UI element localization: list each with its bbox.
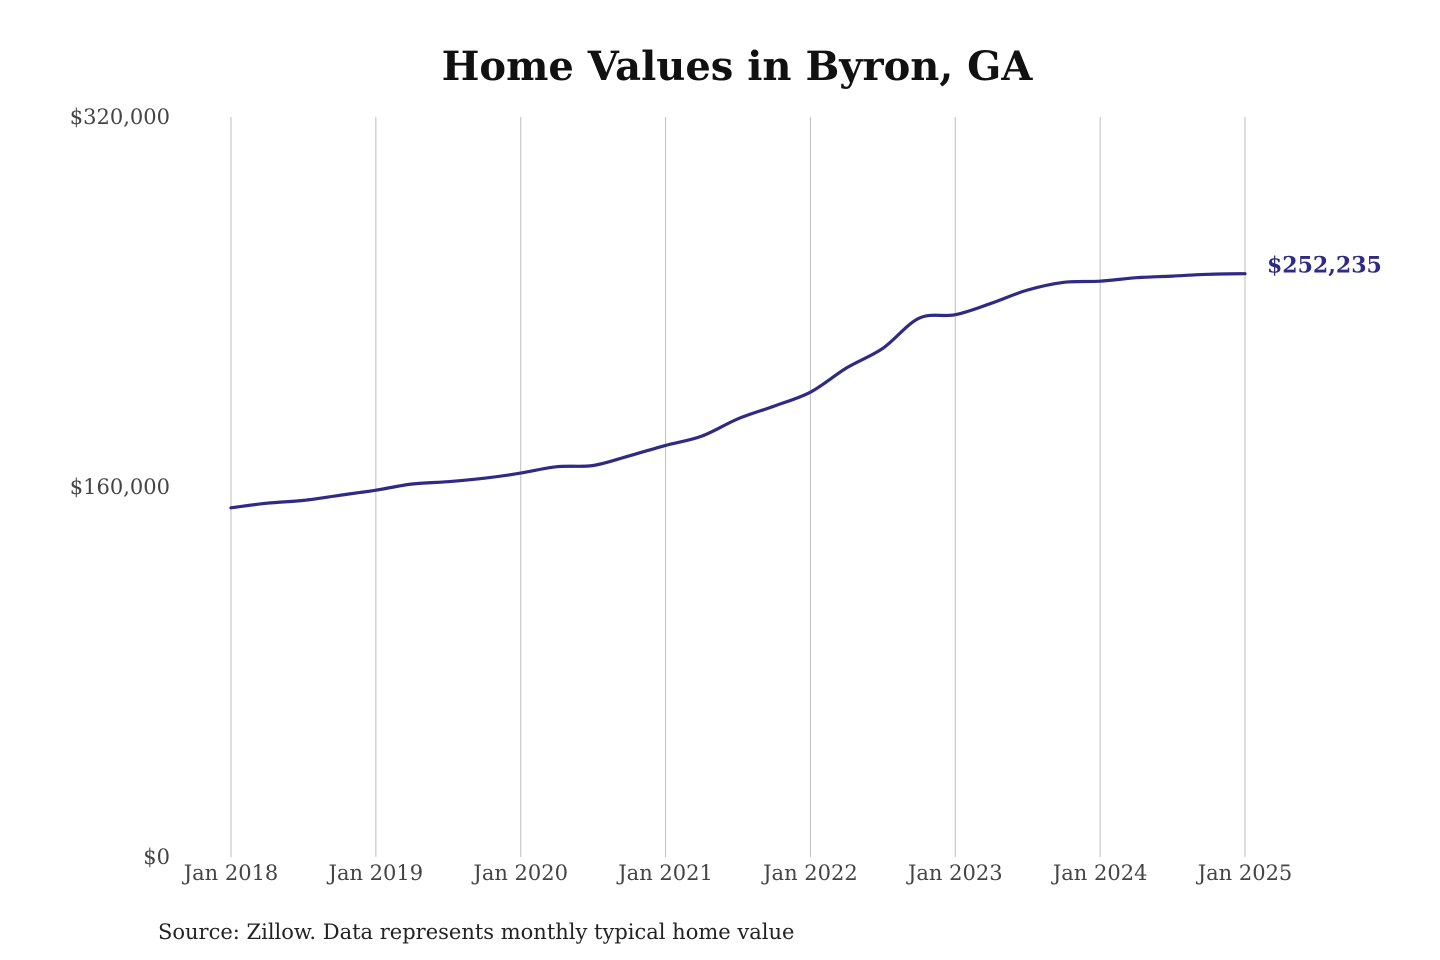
end-value-label: $252,235 [1267, 253, 1382, 279]
x-axis-ticks: Jan 2018 Jan 2019 Jan 2020 Jan 2021 Jan 2022… [182, 861, 1293, 885]
x-tick-label: Jan 2021 [616, 861, 713, 885]
y-tick-label: $0 [143, 845, 170, 869]
y-tick-label: $320,000 [70, 105, 170, 129]
vertical-grid [230, 117, 1246, 857]
source-note: Source: Zillow. Data represents monthly … [158, 920, 794, 944]
x-tick-label: Jan 2025 [1196, 861, 1293, 885]
x-tick-label: Jan 2024 [1051, 861, 1148, 885]
series-line [229, 272, 1247, 510]
y-axis-ticks: $0 $160,000 $320,000 [70, 105, 170, 869]
x-tick-label: Jan 2020 [471, 861, 568, 885]
y-tick-label: $160,000 [70, 475, 170, 499]
x-tick-label: Jan 2019 [327, 861, 424, 885]
chart-title: Home Values in Byron, GA [442, 43, 1034, 90]
x-tick-label: Jan 2022 [761, 861, 858, 885]
series-layer [229, 272, 1247, 510]
x-tick-label: Jan 2018 [182, 861, 279, 885]
x-tick-label: Jan 2023 [906, 861, 1003, 885]
